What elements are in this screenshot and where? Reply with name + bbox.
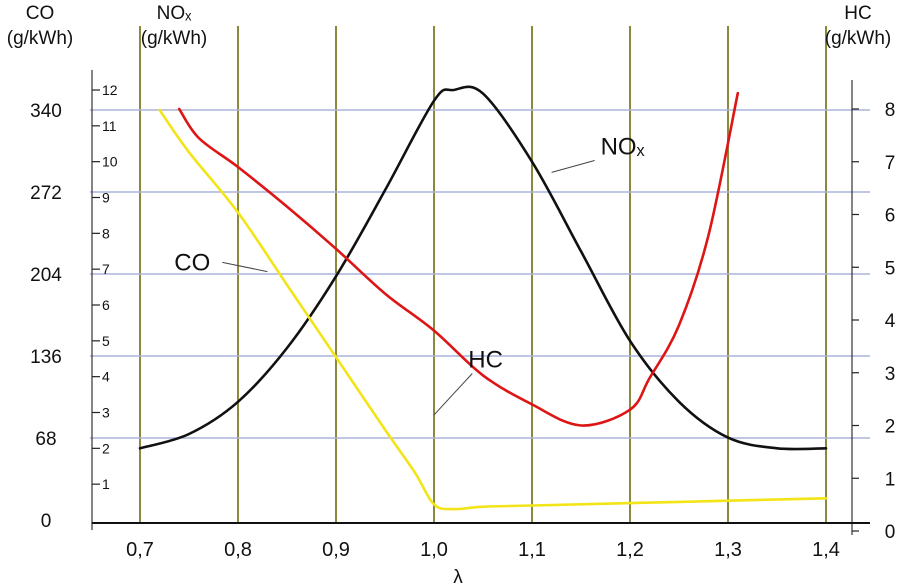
hc-tick-label: 0 — [885, 522, 896, 543]
hc-leader-line — [433, 373, 473, 416]
hc-curve-label: HC — [468, 346, 503, 373]
nox-leader-line — [551, 160, 595, 173]
nox-tick-label: 1 — [102, 476, 110, 492]
co-curve-label: CO — [174, 249, 210, 276]
hc-axis-title: (g/kWh) — [825, 28, 892, 49]
x-tick-label: 0,8 — [224, 539, 252, 561]
grid — [90, 26, 870, 523]
x-tick-label: 1,0 — [420, 539, 448, 561]
hc-tick-label: 8 — [885, 100, 896, 121]
nox-tick-label: 6 — [102, 297, 110, 313]
nox-tick-label: 9 — [102, 190, 110, 206]
hc-tick-label: 7 — [885, 153, 896, 174]
co-axis-title: (g/kWh) — [7, 28, 74, 49]
curve-labels: NOₓ HC CO — [174, 134, 645, 416]
nox-tick-label: 10 — [102, 154, 118, 170]
x-tick-label: 1,4 — [812, 539, 840, 561]
nox-tick-label: 2 — [102, 440, 110, 456]
co-tick-label: 340 — [30, 101, 62, 122]
nox-tick-label: 4 — [102, 369, 110, 385]
co-tick-label: 0 — [41, 511, 52, 532]
hc-tick-label: 6 — [885, 206, 896, 227]
hc-curve — [177, 91, 740, 427]
nox-tick-label: 8 — [102, 225, 110, 241]
nox-axis-title: (g/kWh) — [141, 28, 208, 49]
hc-tick-label: 4 — [885, 311, 896, 332]
co-tick-label: 68 — [35, 429, 56, 450]
co-tick-label: 136 — [30, 347, 62, 368]
co-curve — [158, 108, 828, 511]
axes: CO(g/kWh)068136204272340NOₓ(g/kWh)123456… — [7, 3, 896, 586]
nox-tick-label: 11 — [102, 118, 117, 134]
nox-axis-title: NOₓ — [157, 3, 193, 24]
x-tick-label: 0,9 — [322, 539, 350, 561]
hc-axis-title: HC — [844, 3, 871, 24]
nox-tick-label: 5 — [102, 333, 110, 349]
nox-tick-label: 3 — [102, 405, 110, 421]
co-tick-label: 204 — [30, 265, 62, 286]
nox-curve — [138, 85, 828, 451]
hc-tick-label: 5 — [885, 258, 896, 279]
series — [138, 85, 828, 511]
hc-tick-label: 2 — [885, 417, 896, 438]
co-axis-title: CO — [26, 3, 55, 24]
x-axis-label: λ — [453, 567, 463, 586]
x-tick-label: 0,7 — [126, 539, 154, 561]
x-tick-label: 1,3 — [714, 539, 742, 561]
nox-curve-label: NOₓ — [601, 134, 645, 161]
co-leader-line — [222, 261, 268, 273]
co-tick-label: 272 — [30, 183, 62, 204]
x-tick-label: 1,2 — [616, 539, 644, 561]
hc-tick-label: 3 — [885, 364, 896, 385]
hc-tick-label: 1 — [885, 469, 896, 490]
nox-tick-label: 12 — [102, 82, 118, 98]
nox-tick-label: 7 — [102, 261, 110, 277]
x-tick-label: 1,1 — [518, 539, 546, 561]
